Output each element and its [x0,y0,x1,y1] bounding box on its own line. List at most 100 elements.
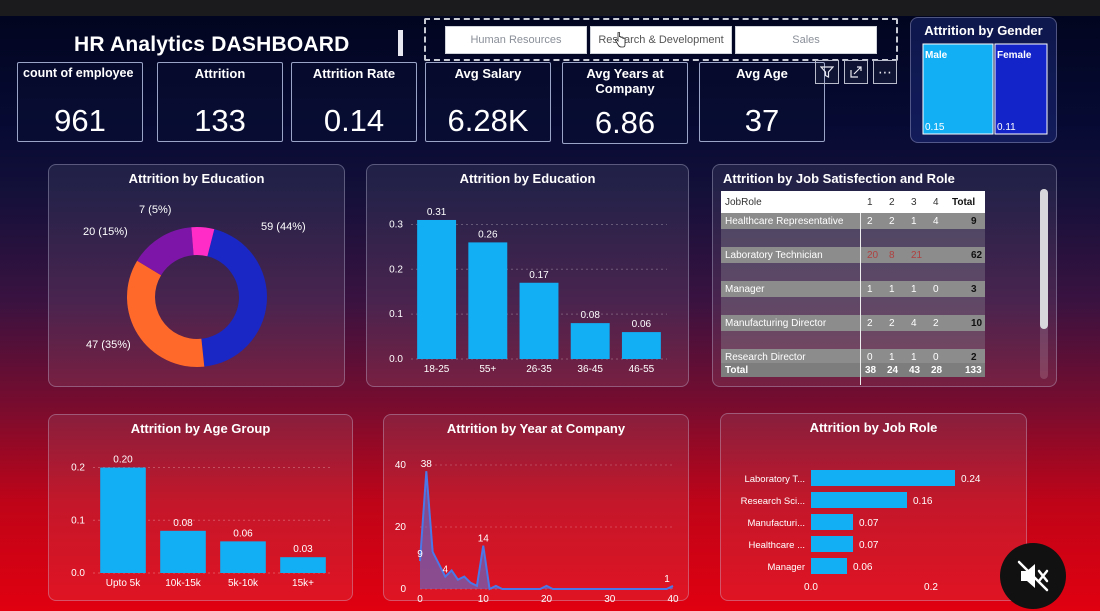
matrix-grand-total: 133 [965,364,982,376]
focus-mode-icon[interactable] [844,60,868,84]
chart-title: Attrition by Age Group [130,421,271,436]
attrition-by-gender-chart: Male Female 0.15 0.11 [922,43,1048,135]
kpi-card-avg-age: Avg Age 37 [699,62,825,142]
kpi-value: 6.86 [594,105,656,140]
x-tick-label: 0.2 [924,582,938,593]
bar[interactable] [811,558,847,574]
bar[interactable] [468,242,508,359]
y-tick-label: 40 [395,460,407,471]
bar[interactable] [220,541,266,573]
donut-slice[interactable] [201,229,267,367]
matrix-row-spacer [721,263,985,281]
matrix-total-row: Total 38 24 43 28 133 [721,363,985,377]
kpi-card-avg-years-at-company: Avg Years at Company 6.86 [562,62,688,144]
attrition-by-education-bar-chart: 0.0 0.1 0.2 0.3 0.31 18-25 0.26 55+ 0.17 26-35 0.0… [389,207,667,375]
attrition-by-year-at-company-chart: 0 20 40 0 10 20 30 40 9 38 4 14 1 [395,459,679,602]
kpi-value: 0.14 [323,103,385,138]
matrix-row-spacer [721,297,985,315]
matrix-row[interactable]: Healthcare Representative 2 2 1 4 9 [721,213,985,229]
matrix-row[interactable]: Manufacturing Director 2 2 4 2 10 [721,315,985,331]
donut-slice[interactable] [127,260,205,367]
x-tick-label: 36-45 [577,364,603,375]
slicer-option-human-resources[interactable]: Human Resources [445,26,587,54]
chart-title: Attrition by Job Satisfection and Role [723,171,955,186]
matrix-total-cell: 28 [931,364,943,376]
matrix-row-label: Healthcare Representative [725,215,844,227]
bar[interactable] [280,557,326,573]
hand-cursor-icon [614,32,626,48]
matrix-cell: 2 [889,215,895,227]
donut-slice[interactable] [137,227,194,276]
matrix-cell: 2 [867,215,873,227]
mute-button[interactable] [1000,543,1066,609]
x-tick-label: 15k+ [292,578,314,589]
area-fill[interactable] [420,471,673,589]
matrix-cell: 0 [867,351,873,363]
donut-slice[interactable] [191,227,215,257]
bar[interactable] [519,282,559,359]
treemap-tile-male[interactable] [922,43,994,135]
filter-icon[interactable] [815,60,839,84]
data-label: 14 [478,534,490,545]
bar[interactable] [621,332,661,359]
matrix-row-total: 10 [971,317,983,329]
bar[interactable] [811,492,907,508]
data-label: 1 [664,574,670,585]
data-label: 0.31 [427,207,447,218]
matrix-col-jobrole: JobRole [725,196,762,208]
page-title: HR Analytics DASHBOARD [74,33,350,56]
bar[interactable] [811,470,955,486]
bar[interactable] [811,536,853,552]
bar[interactable] [160,530,206,573]
matrix-divider [860,213,861,385]
attrition-by-gender-panel: Attrition by Gender Male Female 0.15 0.1… [910,17,1057,143]
matrix-cell: 1 [889,351,895,363]
kpi-label: Avg Years at Company [586,66,664,96]
matrix-col-2: 2 [889,196,895,208]
kpi-value: 133 [194,103,246,138]
area-line[interactable] [419,471,674,591]
y-tick-label: Laboratory T... [744,474,805,485]
matrix-row-label: Laboratory Technician [725,249,823,261]
matrix-scroll-thumb[interactable] [1040,189,1048,329]
bar[interactable] [811,514,853,530]
x-tick-label: 46-55 [629,364,655,375]
chart-title: Attrition by Job Role [809,420,938,435]
y-tick-label: Research Sci... [741,496,805,507]
matrix-cell: 1 [889,283,895,295]
tile-value-male: 0.15 [925,122,945,133]
kpi-label: count of employee [23,66,134,80]
department-slicer[interactable]: Human Resources Research & Development S… [424,18,898,61]
tile-label-female: Female [997,50,1032,61]
data-label: 9 [417,549,423,560]
matrix-row[interactable]: Research Director 0 1 1 0 2 [721,349,985,365]
matrix-cell: 4 [911,317,917,329]
slicer-option-sales[interactable]: Sales [735,26,877,54]
matrix-col-4: 4 [933,196,939,208]
treemap-tile-female[interactable] [994,43,1048,135]
data-label: 0.24 [961,474,981,485]
x-tick-label: 18-25 [424,364,450,375]
matrix-cell: 1 [911,215,917,227]
matrix-row-label: Manufacturing Director [725,317,827,329]
bar[interactable] [100,467,146,573]
y-tick-label: 0.1 [71,515,85,526]
matrix-row[interactable]: Manager 1 1 1 0 3 [721,281,985,297]
more-options-icon[interactable]: ⋯ [873,60,897,84]
matrix-scrollbar[interactable] [1040,189,1048,379]
bar[interactable] [417,219,457,359]
matrix-total-cell: 43 [909,364,921,376]
slicer-option-research-development[interactable]: Research & Development [590,26,732,54]
matrix-row[interactable]: Laboratory Technician 20 8 21 62 [721,247,985,263]
data-label: 0.03 [293,544,313,555]
matrix-row-total: 9 [971,215,977,227]
chart-title: Attrition by Education [459,171,596,186]
data-label: 0.06 [853,562,873,573]
y-tick-label: 0.2 [389,264,403,275]
x-tick-label: 55+ [479,364,496,375]
bar[interactable] [570,323,610,359]
kpi-value: 6.28K [447,103,529,138]
kpi-card-attrition-rate: Attrition Rate 0.14 [291,62,417,142]
matrix-cell: 1 [867,283,873,295]
matrix-col-1: 1 [867,196,873,208]
